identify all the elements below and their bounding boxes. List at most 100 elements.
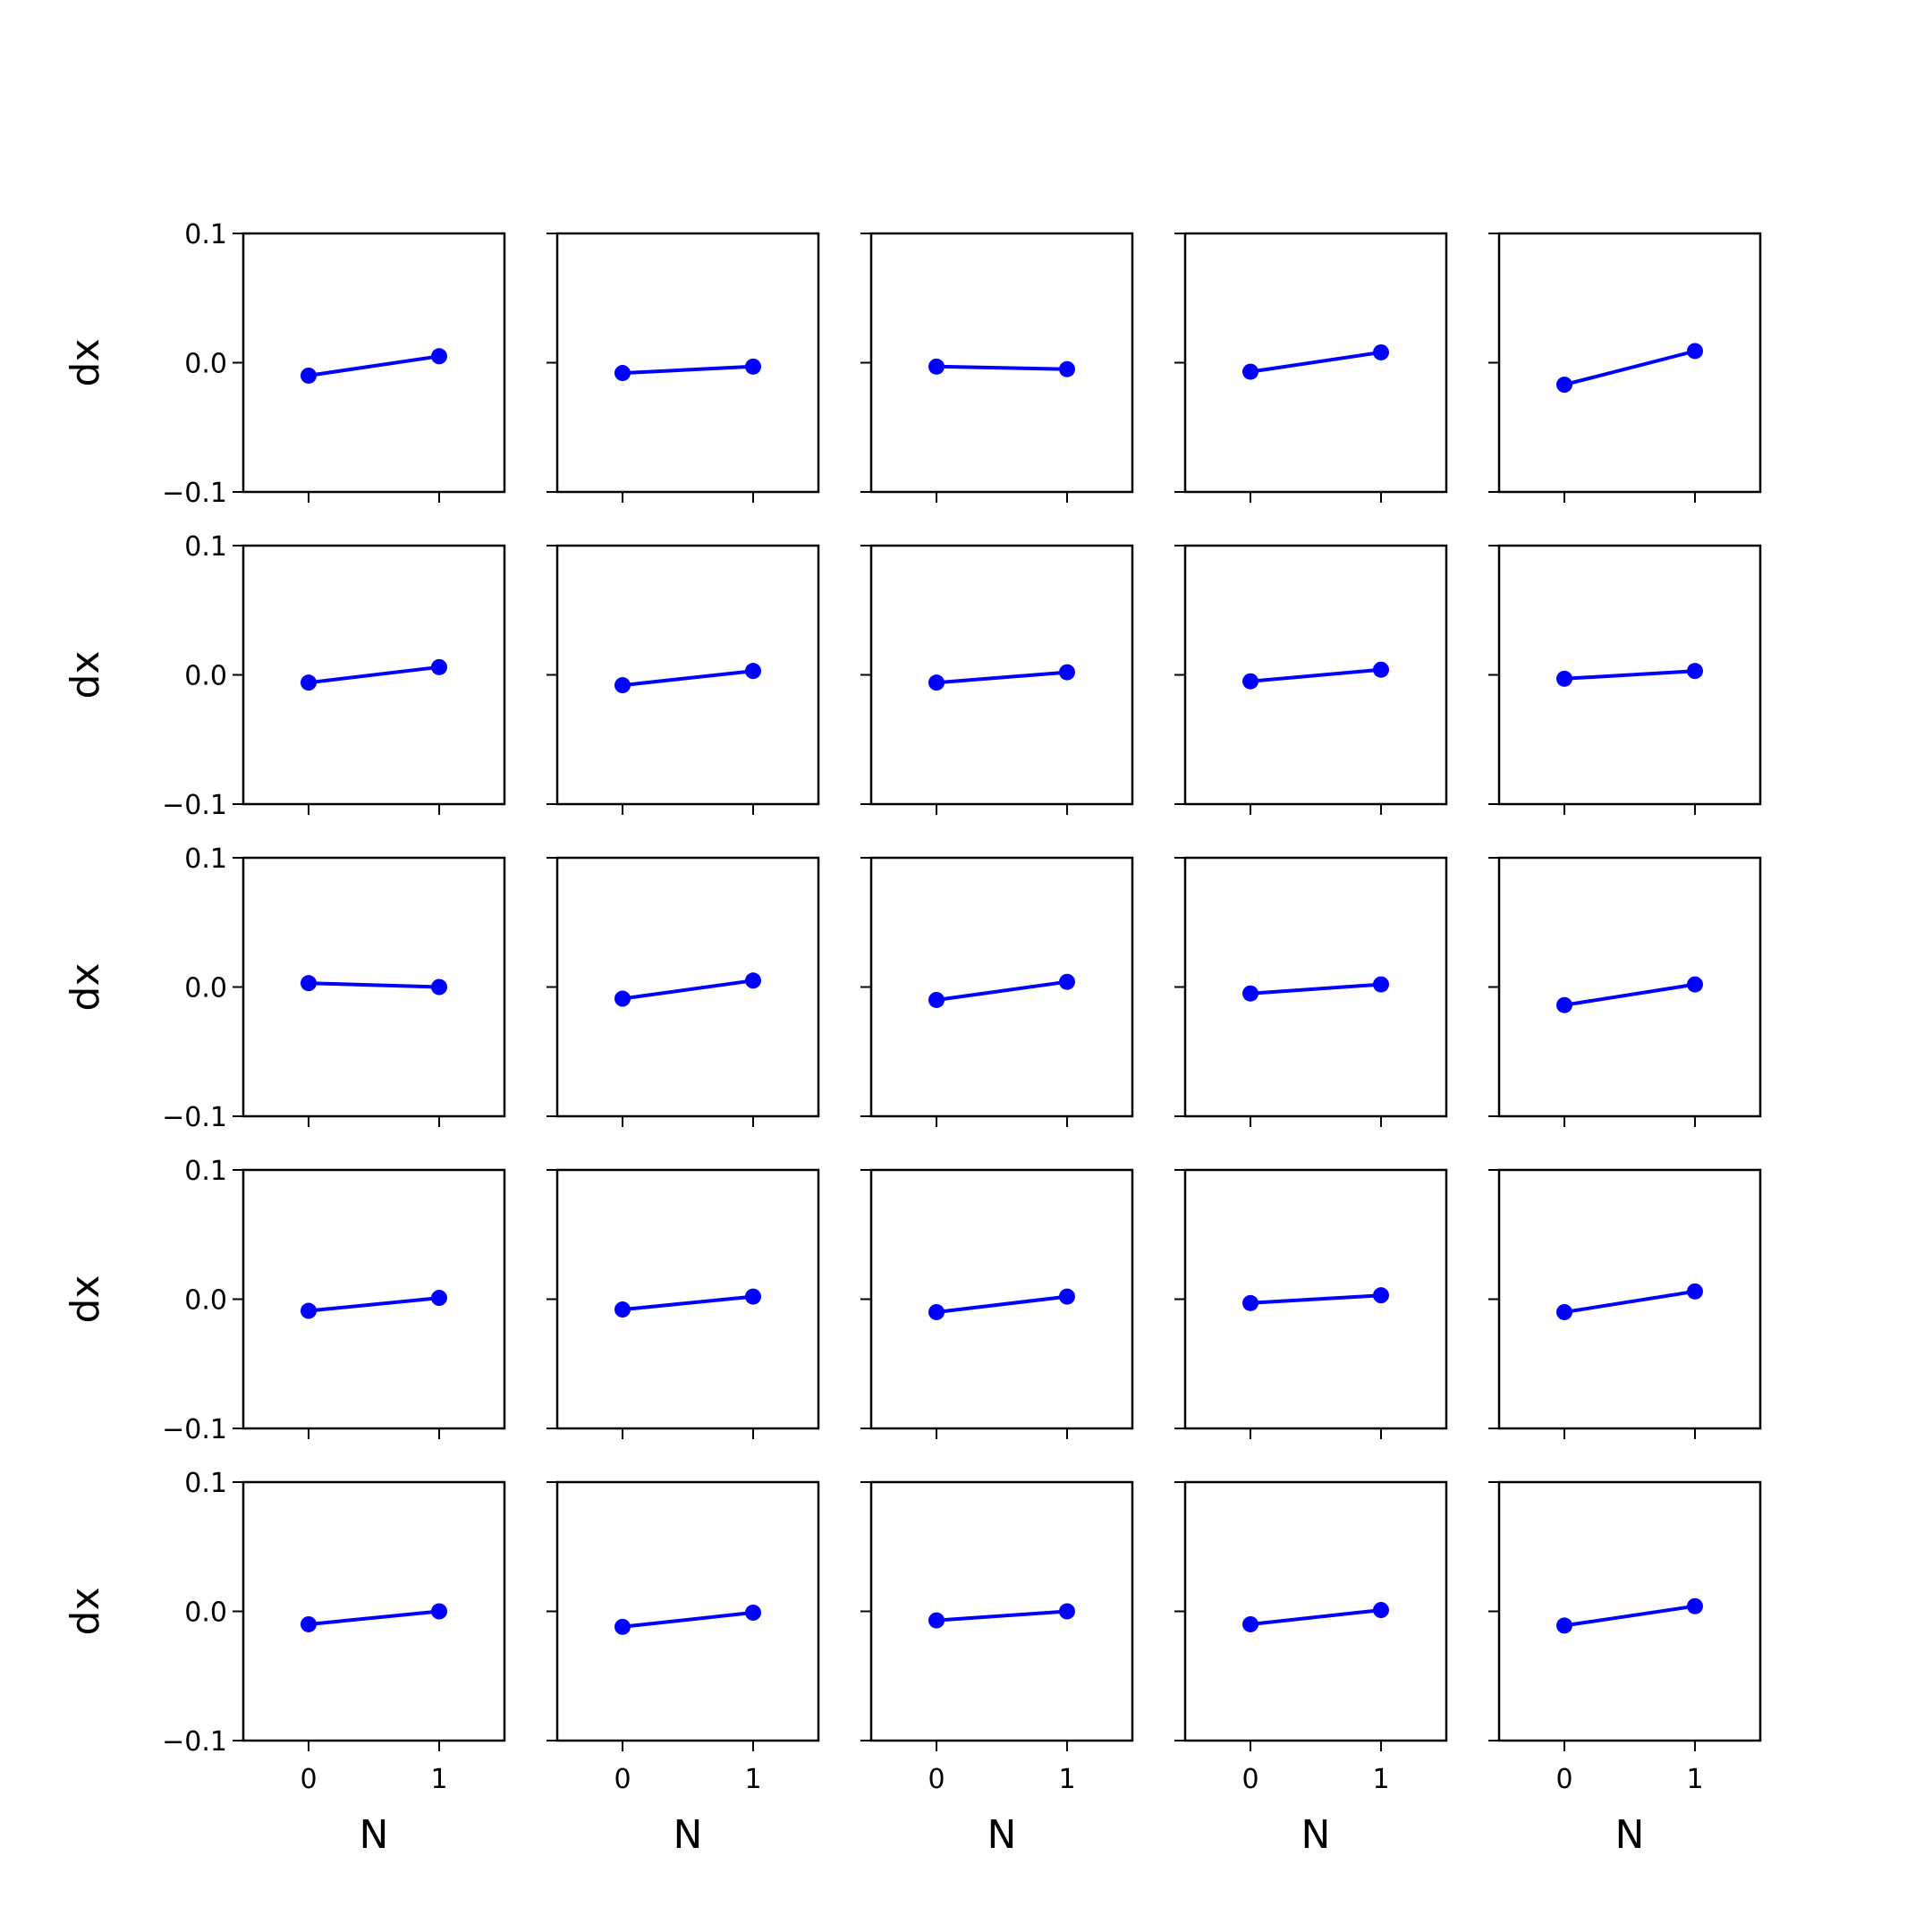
subplot-panel: 0 1 N <box>1174 1480 1448 1858</box>
x-tick-label: 0 <box>928 1764 945 1795</box>
x-axis-label: N <box>674 1812 703 1858</box>
axes-frame <box>242 544 506 806</box>
subplot-panel <box>1174 1168 1448 1439</box>
data-point <box>1373 976 1389 993</box>
y-tick-label: −0.1 <box>162 1414 227 1445</box>
x-axis-label: N <box>1615 1812 1645 1858</box>
series-line <box>622 364 754 376</box>
series-line <box>936 979 1068 1002</box>
subplot-panel <box>1174 856 1448 1127</box>
y-tick-label: 0.0 <box>184 1285 227 1317</box>
x-tick-label: 1 <box>1058 1764 1075 1795</box>
y-tick-label: 0.1 <box>184 219 227 250</box>
data-point <box>928 1303 945 1320</box>
x-tick-label: 1 <box>1372 1764 1389 1795</box>
y-tick-label: 0.1 <box>184 1468 227 1499</box>
subplot-panel <box>860 544 1134 815</box>
y-tick-label: 0.1 <box>184 843 227 875</box>
data-point <box>928 358 945 375</box>
series-line <box>308 981 440 989</box>
subplot-panel <box>1488 856 1762 1127</box>
data-point <box>614 990 631 1007</box>
data-point <box>745 358 761 375</box>
axes-frame <box>1497 544 1762 806</box>
y-tick-label: 0.0 <box>184 973 227 1004</box>
axes-frame <box>242 1168 506 1430</box>
data-point <box>1687 976 1703 993</box>
series-line <box>1563 1604 1696 1628</box>
data-point <box>1373 343 1389 360</box>
axes-frame <box>869 856 1134 1118</box>
series-line <box>308 1609 440 1626</box>
series-line <box>936 670 1068 685</box>
data-point <box>301 1302 317 1319</box>
x-tick-label: 0 <box>1241 1764 1258 1795</box>
data-point <box>614 365 631 382</box>
data-point <box>301 367 317 384</box>
x-axis-label: N <box>987 1812 1017 1858</box>
axes-frame <box>1497 232 1762 494</box>
data-point <box>301 975 317 992</box>
x-axis-label: N <box>360 1812 389 1858</box>
data-point <box>431 348 447 365</box>
subplot-panel: 0 1 N <box>547 1480 820 1858</box>
y-tick-label: −0.1 <box>162 478 227 509</box>
series-line <box>622 669 754 688</box>
x-tick-label: 1 <box>744 1764 761 1795</box>
data-point <box>301 674 317 691</box>
data-point <box>614 1301 631 1318</box>
y-axis-label: dx <box>63 1275 108 1324</box>
data-point <box>745 663 761 680</box>
data-point <box>745 1604 761 1621</box>
x-tick-label: 0 <box>300 1764 317 1795</box>
series-line <box>936 1294 1068 1314</box>
x-tick-label: 1 <box>430 1764 447 1795</box>
axes-frame <box>1183 1480 1448 1742</box>
y-tick-label: 0.0 <box>184 661 227 692</box>
axes-frame <box>1183 232 1448 494</box>
data-point <box>431 1603 447 1620</box>
data-point <box>1059 1603 1075 1620</box>
axes-frame <box>242 1480 506 1742</box>
data-point <box>928 991 945 1008</box>
series-line <box>308 1296 440 1313</box>
y-tick-label: 0.0 <box>184 349 227 380</box>
subplot-panel: 0 1 N <box>860 1480 1134 1858</box>
subplot-panel: 0.1 0.0 −0.1 dx <box>63 531 506 821</box>
axes-frame <box>1183 1168 1448 1430</box>
data-point <box>1556 1617 1572 1634</box>
subplot-panel: 0 1 N <box>1488 1480 1762 1858</box>
axes-frame <box>555 232 820 494</box>
axes-frame <box>1183 544 1448 806</box>
data-point <box>1687 1597 1703 1614</box>
axes-frame <box>242 856 506 1118</box>
y-tick-label: 0.0 <box>184 1597 227 1629</box>
axes-frame <box>555 1480 820 1742</box>
data-point <box>1556 996 1572 1013</box>
subplot-panel <box>860 856 1134 1127</box>
x-axis-label: N <box>1301 1812 1331 1858</box>
axes-frame <box>869 1168 1134 1430</box>
axes-frame <box>869 544 1134 806</box>
subplot-panel: 0.1 0.0 −0.1 dx <box>63 219 506 509</box>
series-line <box>1250 667 1382 683</box>
series-line <box>1563 982 1696 1007</box>
axes-frame <box>1497 1480 1762 1742</box>
data-point <box>928 674 945 691</box>
data-point <box>614 677 631 694</box>
series-line <box>622 1294 754 1312</box>
data-point <box>1059 664 1075 681</box>
data-point <box>1556 670 1572 687</box>
subplot-panel <box>1174 544 1448 815</box>
subplot-panel <box>1488 1168 1762 1439</box>
y-axis-label: dx <box>63 1588 108 1636</box>
series-line <box>1250 982 1382 996</box>
axes-frame <box>555 1168 820 1430</box>
data-point <box>1242 1615 1258 1632</box>
data-point <box>1687 663 1703 680</box>
subplot-panel: 0.1 0.0 −0.1 dx <box>63 1156 506 1445</box>
subplot-panel <box>547 544 820 815</box>
data-point <box>1059 360 1075 377</box>
y-tick-label: −0.1 <box>162 1726 227 1758</box>
series-line <box>1250 1608 1382 1626</box>
